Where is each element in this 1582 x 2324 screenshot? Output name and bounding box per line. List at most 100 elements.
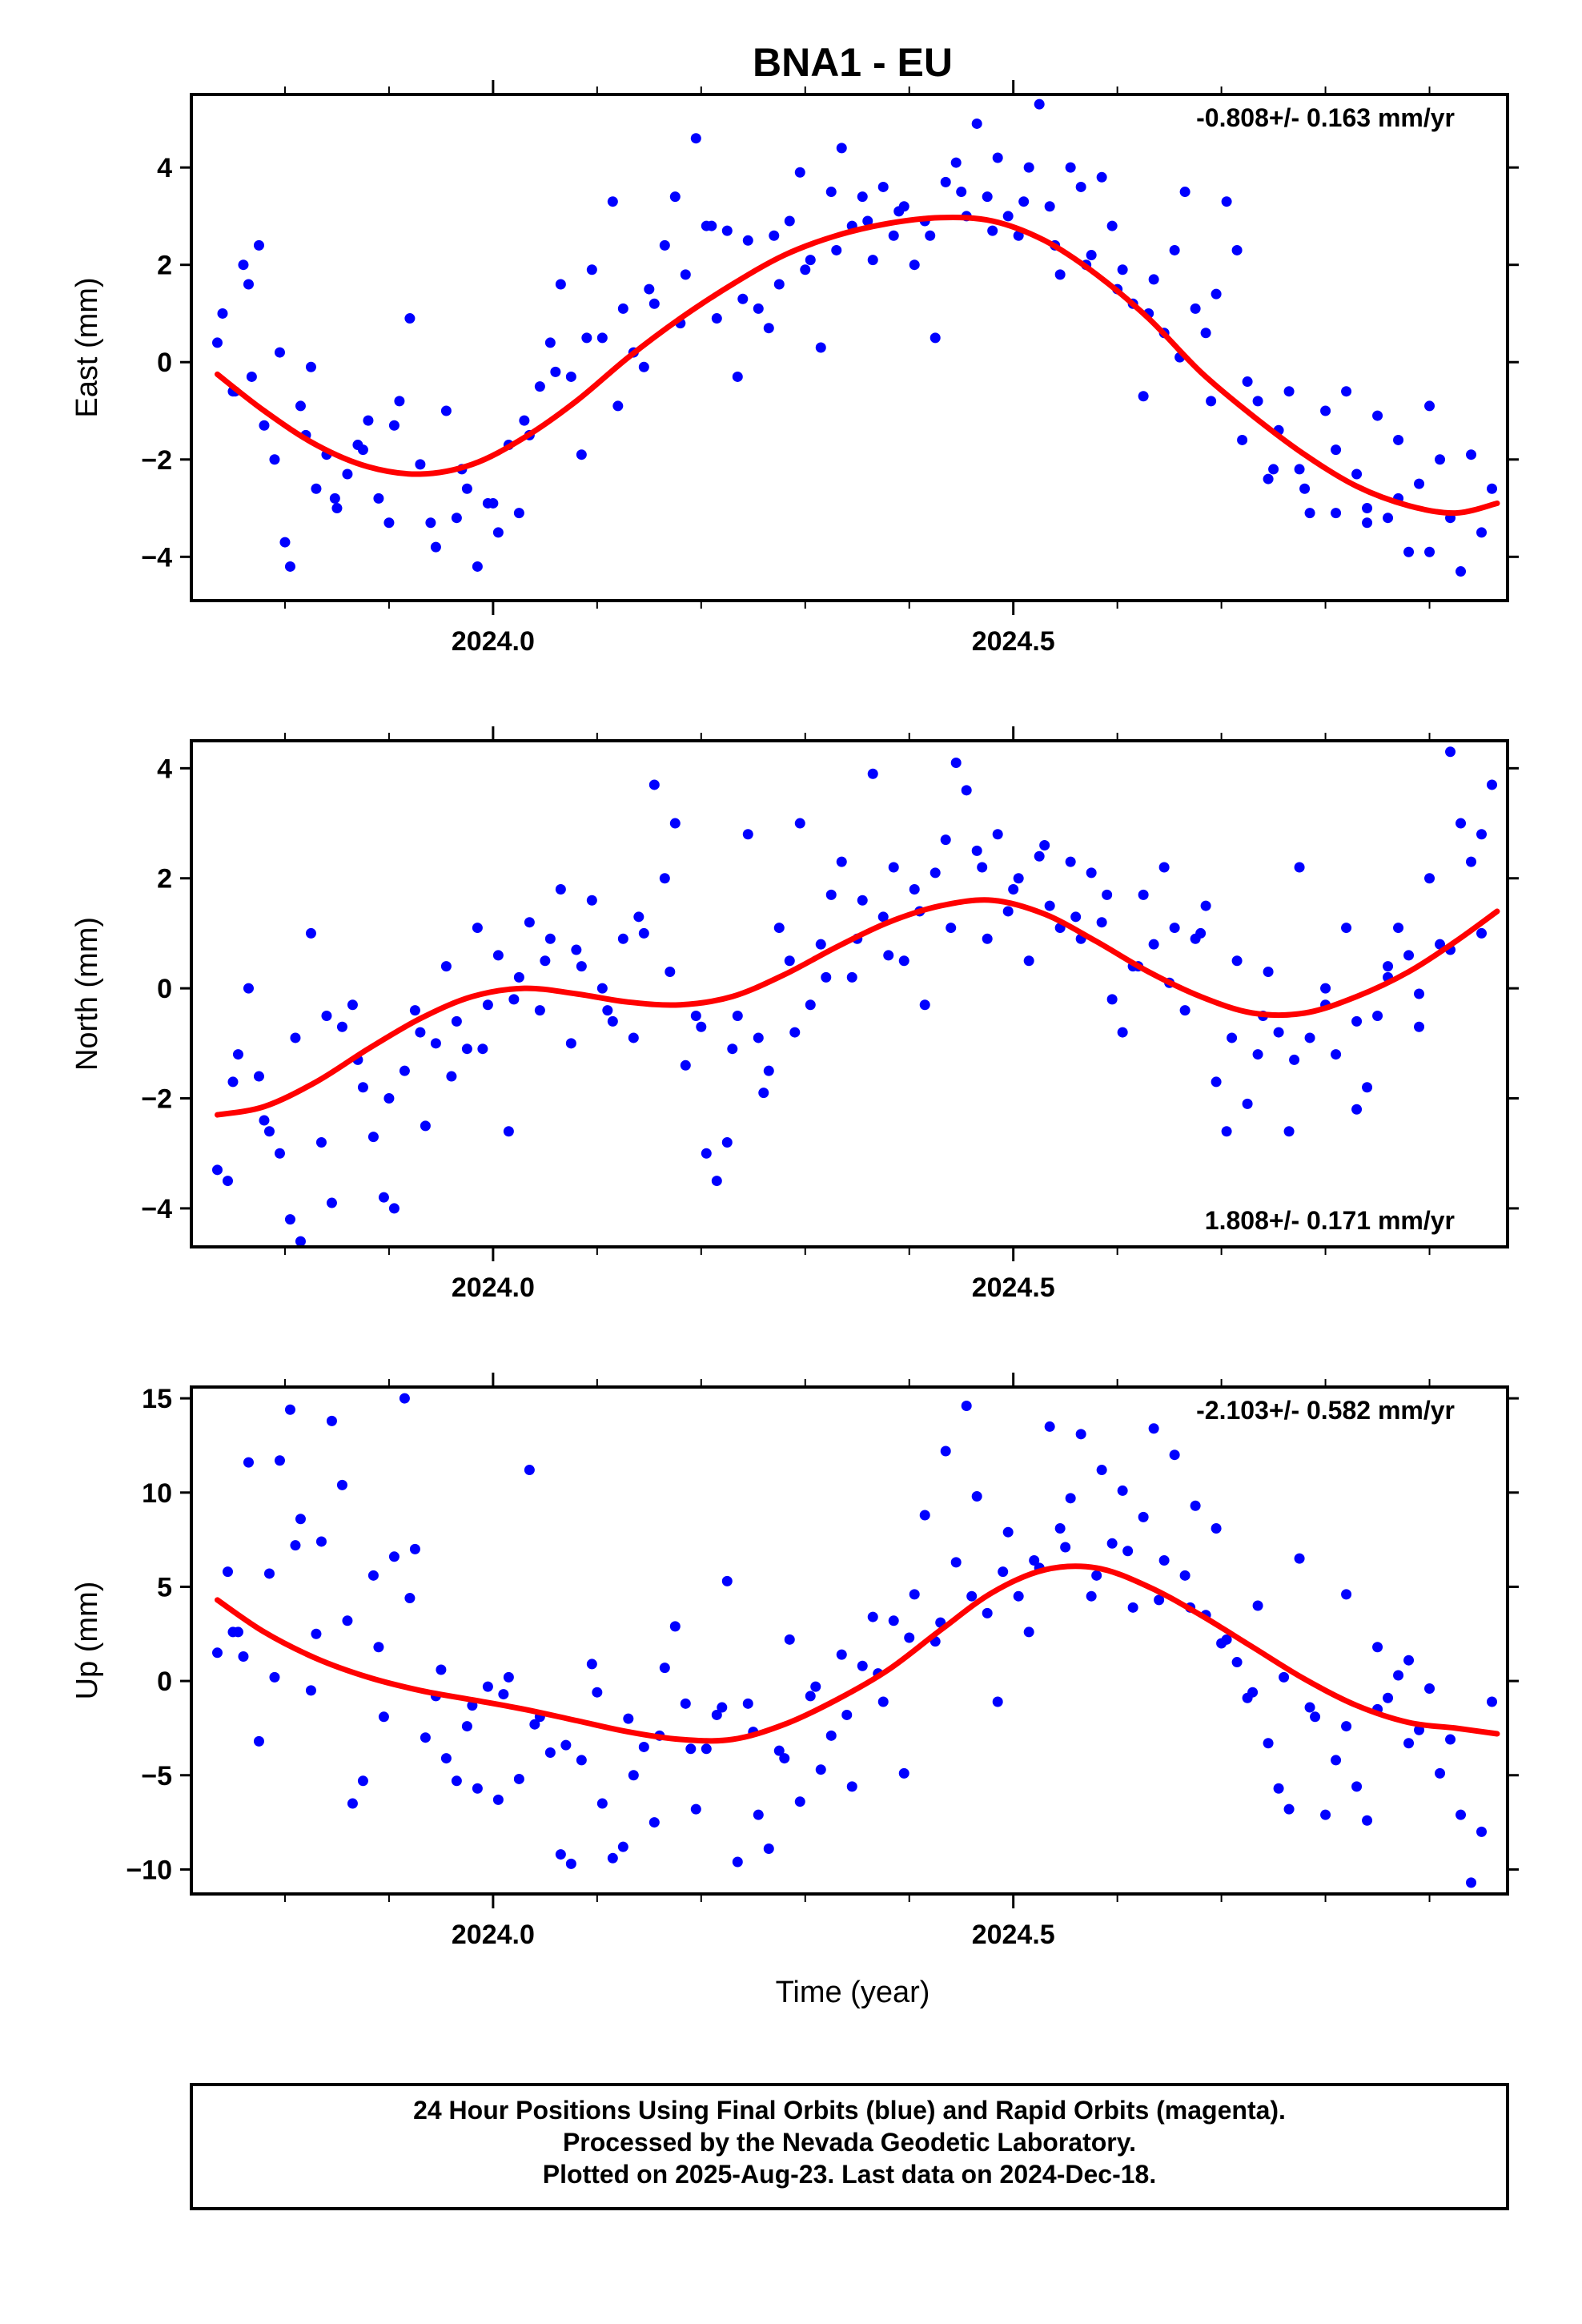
data-point <box>836 1649 847 1660</box>
data-point <box>867 255 878 266</box>
data-point <box>1013 230 1024 241</box>
data-point <box>544 933 556 944</box>
data-point <box>1023 1626 1034 1638</box>
data-point <box>436 1664 447 1675</box>
data-point <box>1487 483 1498 494</box>
data-point <box>1320 983 1331 994</box>
data-point <box>1231 955 1243 967</box>
data-point <box>274 1148 285 1159</box>
data-point <box>669 818 681 829</box>
data-point <box>492 527 504 538</box>
data-point <box>680 269 691 280</box>
data-point <box>295 1236 306 1245</box>
y-axis-label: North (mm) <box>70 917 104 1071</box>
data-point <box>326 1415 337 1426</box>
data-point <box>665 967 676 978</box>
data-point <box>877 181 889 192</box>
data-point <box>982 1607 993 1618</box>
data-point <box>373 493 384 504</box>
data-point <box>1393 923 1404 934</box>
data-point <box>648 779 660 790</box>
data-point <box>259 1115 270 1126</box>
data-point <box>857 191 868 203</box>
data-point <box>1091 1570 1102 1581</box>
data-point <box>680 1059 691 1071</box>
data-point <box>274 347 285 358</box>
rate-annotation: -0.808+/- 0.163 mm/yr <box>1196 103 1455 132</box>
data-point <box>492 950 504 961</box>
data-point <box>1403 1738 1415 1749</box>
data-point <box>950 757 962 768</box>
data-point <box>1179 187 1191 198</box>
data-point <box>336 1479 347 1490</box>
data-point <box>565 1038 576 1049</box>
data-point <box>409 1005 420 1016</box>
data-point <box>607 1852 618 1864</box>
data-point <box>399 1393 410 1404</box>
data-point <box>472 561 483 572</box>
data-point <box>648 1817 660 1828</box>
data-point <box>1273 1783 1284 1794</box>
data-point <box>378 1711 389 1723</box>
data-point <box>1002 906 1014 917</box>
data-point <box>1179 1005 1191 1016</box>
data-point <box>482 999 493 1011</box>
data-point <box>717 1702 728 1713</box>
data-point <box>1476 927 1488 939</box>
data-point <box>311 483 322 494</box>
data-points <box>211 746 1498 1245</box>
y-tick-label: 5 <box>157 1572 172 1602</box>
data-point <box>1435 1767 1446 1779</box>
data-point <box>331 503 343 514</box>
data-point <box>1138 391 1149 402</box>
data-point <box>1169 923 1180 934</box>
data-point <box>1331 508 1342 519</box>
data-point <box>867 1611 878 1622</box>
data-point <box>1227 1032 1238 1043</box>
data-point <box>596 983 608 994</box>
data-point <box>461 483 472 494</box>
data-point <box>1351 1015 1363 1027</box>
data-point <box>1466 1877 1477 1888</box>
data-point <box>1060 1542 1071 1553</box>
data-point <box>1476 1826 1488 1837</box>
data-point <box>696 1021 707 1032</box>
fit-curve <box>215 214 1500 517</box>
fit-curve <box>215 1563 1500 1744</box>
data-point <box>347 1798 358 1809</box>
y-tick-label: −2 <box>141 1084 172 1115</box>
data-point <box>284 1404 295 1415</box>
data-point <box>1466 856 1477 867</box>
data-point <box>420 1120 431 1132</box>
data-point <box>825 187 837 198</box>
data-point <box>1456 566 1467 577</box>
data-point <box>1414 988 1425 999</box>
chart-title: BNA1 - EU <box>753 40 953 85</box>
data-point <box>1456 0 1466 6</box>
data-point <box>825 1730 837 1741</box>
data-point <box>925 230 936 241</box>
data-point <box>1044 1421 1055 1432</box>
data-point <box>732 371 743 382</box>
data-point <box>1231 1657 1243 1668</box>
data-point <box>607 196 618 207</box>
data-point <box>1299 483 1311 494</box>
data-point <box>706 220 717 231</box>
data-point <box>857 895 868 906</box>
footer-line-1: 24 Hour Positions Using Final Orbits (bl… <box>413 2096 1286 2125</box>
data-point <box>763 323 774 334</box>
data-point <box>586 264 597 275</box>
data-point <box>513 1773 524 1784</box>
data-point <box>841 1709 853 1720</box>
data-point <box>971 845 982 856</box>
data-point <box>347 999 358 1011</box>
x-tick-label: 2024.5 <box>972 1920 1055 1950</box>
data-point <box>243 1457 254 1468</box>
data-point <box>315 1136 327 1148</box>
data-point <box>1424 400 1435 412</box>
data-point <box>519 415 530 426</box>
north-panel: 2024.0 2024.5 −4 −2 0 2 4 North (mm) 1.808+/- 0.… <box>70 726 1519 1303</box>
data-point <box>326 1197 337 1208</box>
data-point <box>825 889 837 900</box>
data-point <box>1252 1049 1263 1060</box>
